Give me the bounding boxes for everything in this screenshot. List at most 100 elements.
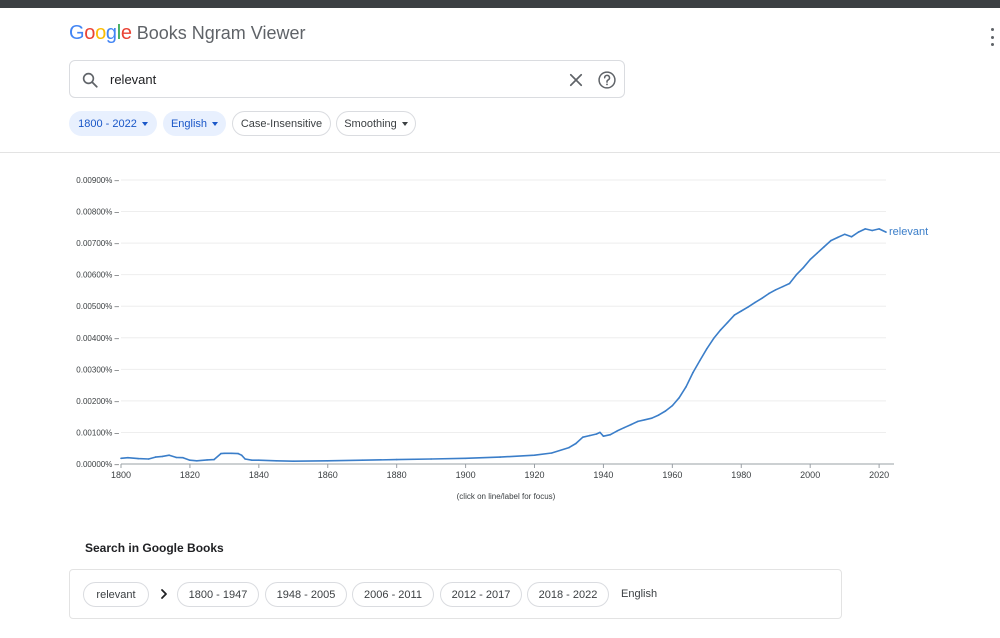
- data-point[interactable]: [533, 454, 536, 457]
- app-logo[interactable]: Google Books Ngram Viewer: [69, 22, 305, 48]
- data-point[interactable]: [588, 434, 591, 437]
- range-link-1800-1947[interactable]: 1800 - 1947: [177, 582, 259, 607]
- help-icon[interactable]: [597, 70, 617, 90]
- data-point[interactable]: [788, 282, 791, 285]
- range-link-2006-2011[interactable]: 2006 - 2011: [352, 582, 434, 607]
- data-point[interactable]: [885, 231, 887, 233]
- data-point[interactable]: [650, 417, 653, 420]
- data-point[interactable]: [823, 246, 825, 248]
- data-point[interactable]: [609, 433, 612, 436]
- data-point[interactable]: [623, 426, 625, 429]
- data-point[interactable]: [168, 454, 170, 457]
- range-link-2012-2017[interactable]: 2012 - 2017: [440, 582, 522, 607]
- data-point[interactable]: [774, 289, 777, 291]
- data-point[interactable]: [258, 459, 260, 462]
- data-point[interactable]: [327, 460, 329, 462]
- range-link-2018-2022[interactable]: 2018 - 2022: [527, 582, 609, 607]
- case-insensitive-toggle[interactable]: Case-Insensitive: [232, 111, 331, 136]
- data-point[interactable]: [830, 239, 832, 242]
- data-point[interactable]: [599, 431, 601, 434]
- chart-series[interactable]: relevant: [120, 226, 928, 463]
- data-point[interactable]: [837, 236, 839, 239]
- data-point[interactable]: [127, 456, 129, 459]
- data-point[interactable]: [712, 337, 715, 340]
- data-point[interactable]: [251, 459, 253, 462]
- data-point[interactable]: [568, 446, 570, 449]
- data-point[interactable]: [857, 231, 860, 233]
- data-point[interactable]: [220, 452, 222, 455]
- data-point[interactable]: [664, 410, 667, 412]
- data-point[interactable]: [595, 433, 598, 435]
- data-point[interactable]: [754, 301, 756, 304]
- data-point[interactable]: [120, 457, 122, 460]
- range-link-1948-2005[interactable]: 1948 - 2005: [265, 582, 347, 607]
- data-point[interactable]: [644, 419, 646, 421]
- data-point[interactable]: [189, 459, 191, 462]
- data-point[interactable]: [781, 285, 784, 288]
- year-range-dropdown[interactable]: 1800 - 2022: [69, 111, 157, 136]
- data-point[interactable]: [430, 458, 432, 460]
- data-point[interactable]: [240, 454, 243, 457]
- data-point[interactable]: [685, 385, 687, 388]
- data-point[interactable]: [768, 292, 770, 295]
- data-point[interactable]: [161, 455, 164, 458]
- data-point[interactable]: [575, 442, 577, 445]
- data-point[interactable]: [275, 460, 277, 462]
- data-point[interactable]: [871, 229, 873, 232]
- data-point[interactable]: [733, 314, 736, 316]
- data-point[interactable]: [582, 436, 584, 439]
- data-point[interactable]: [699, 359, 701, 362]
- data-point[interactable]: [499, 456, 501, 458]
- data-point[interactable]: [850, 236, 853, 238]
- data-point[interactable]: [602, 435, 605, 438]
- search-icon[interactable]: [81, 71, 99, 89]
- close-icon[interactable]: [567, 71, 585, 89]
- data-point[interactable]: [692, 371, 694, 374]
- series-label-relevant[interactable]: relevant: [889, 226, 928, 238]
- data-point[interactable]: [671, 404, 674, 407]
- data-point[interactable]: [637, 420, 639, 423]
- data-point[interactable]: [213, 458, 215, 461]
- data-point[interactable]: [464, 457, 467, 460]
- data-point[interactable]: [244, 458, 246, 460]
- data-point[interactable]: [795, 273, 798, 276]
- data-point[interactable]: [816, 252, 818, 254]
- data-point[interactable]: [802, 266, 805, 269]
- data-point[interactable]: [878, 228, 880, 230]
- data-point[interactable]: [154, 456, 157, 458]
- data-point[interactable]: [137, 457, 139, 460]
- data-point[interactable]: [147, 458, 150, 460]
- data-point[interactable]: [292, 460, 295, 463]
- data-point[interactable]: [719, 329, 722, 331]
- ngram-chart[interactable]: 0.00000% – 0.00100% – 0.00200% – 0.00300% –…: [0, 160, 1000, 510]
- range-label: 1948 - 2005: [276, 588, 336, 601]
- data-point[interactable]: [747, 306, 749, 308]
- data-point[interactable]: [809, 258, 811, 261]
- data-point[interactable]: [616, 430, 618, 432]
- data-point[interactable]: [630, 423, 632, 426]
- data-point[interactable]: [206, 459, 208, 461]
- data-point[interactable]: [237, 452, 239, 455]
- data-point[interactable]: [706, 348, 708, 350]
- data-point[interactable]: [182, 456, 184, 459]
- data-point[interactable]: [726, 321, 729, 324]
- data-point[interactable]: [230, 452, 233, 455]
- data-point[interactable]: [864, 228, 867, 230]
- corpus-dropdown[interactable]: English: [163, 111, 226, 136]
- query-chip[interactable]: relevant: [83, 582, 149, 607]
- data-point[interactable]: [740, 310, 743, 312]
- data-point[interactable]: [223, 452, 226, 455]
- data-point[interactable]: [361, 459, 364, 462]
- data-point[interactable]: [175, 456, 177, 459]
- more-vert-icon[interactable]: [984, 28, 1000, 46]
- smoothing-dropdown[interactable]: Smoothing: [336, 111, 416, 136]
- series-line-relevant[interactable]: [120, 228, 887, 462]
- search-input[interactable]: [110, 69, 550, 89]
- data-point[interactable]: [196, 460, 198, 462]
- data-point[interactable]: [550, 452, 553, 454]
- data-point[interactable]: [843, 233, 846, 236]
- data-point[interactable]: [761, 297, 763, 300]
- data-point[interactable]: [678, 396, 680, 399]
- data-point[interactable]: [657, 414, 660, 416]
- data-point[interactable]: [395, 458, 398, 461]
